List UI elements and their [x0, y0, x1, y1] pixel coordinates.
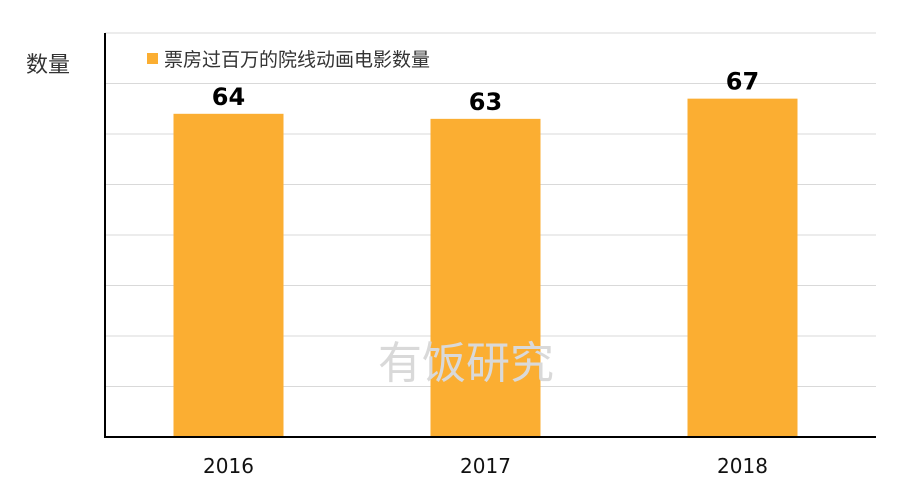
bar-2018 — [687, 98, 798, 438]
bars — [173, 98, 798, 438]
y-axis-label: 数量 — [26, 53, 70, 78]
axes — [104, 33, 876, 438]
legend: 票房过百万的院线动画电影数量 — [147, 49, 430, 71]
x-tick-2016: 2016 — [203, 454, 254, 478]
data-label-2017: 63 — [469, 88, 502, 116]
x-tick-2017: 2017 — [460, 454, 511, 478]
x-tick-2018: 2018 — [717, 454, 768, 478]
watermark: 有饭研究 — [378, 338, 554, 389]
legend-swatch — [147, 53, 158, 64]
data-label-2018: 67 — [726, 68, 759, 96]
data-label-2016: 64 — [212, 83, 245, 111]
bar-2017 — [430, 118, 541, 437]
legend-label: 票房过百万的院线动画电影数量 — [164, 49, 430, 71]
bar-2016 — [173, 113, 284, 438]
x-tick-labels: 2016 2017 2018 — [203, 454, 768, 478]
data-labels: 64 63 67 — [212, 68, 759, 116]
